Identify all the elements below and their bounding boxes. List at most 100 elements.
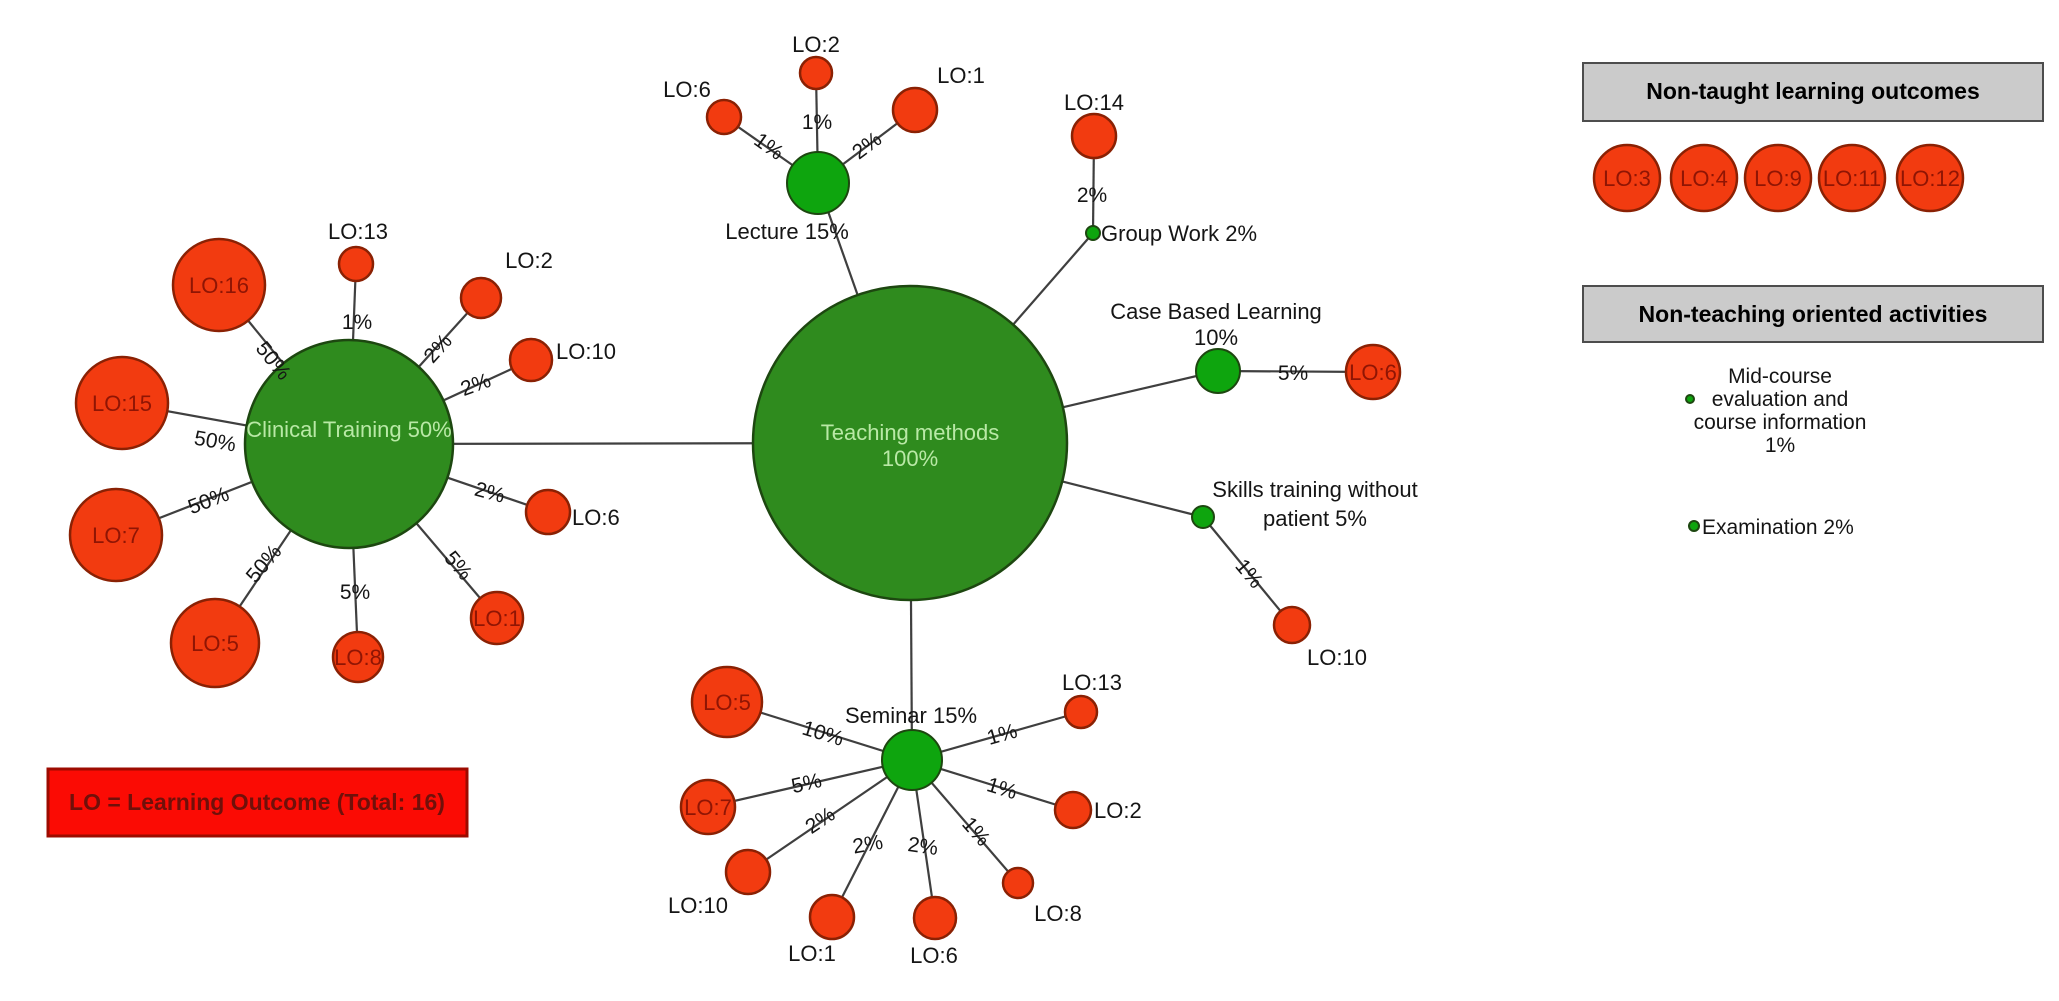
satellite-c1 [469,590,525,646]
node-seminar [881,729,943,791]
examination-label-line0: Examination 2% [1702,516,1854,539]
node-teaching [751,284,1069,602]
satellite-c10 [508,337,554,383]
non-teaching-header-box [1582,285,2044,343]
percent-g14: 2% [1077,184,1107,207]
non-taught-lo-label-3: LO:11 [1823,166,1881,191]
percent-l6: 1% [750,129,788,165]
label-cbl-line0: Case Based Learning [1110,299,1322,324]
label-c10: LO:10 [556,339,616,364]
label-lecture-line0: Lecture 15% [725,219,849,244]
satellite-g14 [1070,112,1118,160]
midcourse-label-line2: course information [1694,411,1867,434]
satellite-m7 [679,778,737,836]
satellite-m10 [724,848,772,896]
non-teaching-title: Non-teaching oriented activities [1639,301,1988,327]
examination-dot [1688,520,1700,532]
satellite-m2 [1053,790,1093,830]
label-l2: LO:2 [792,32,840,57]
non-taught-lo-circle-4 [1895,143,1965,213]
label-c13: LO:13 [328,219,388,244]
label-g14: LO:14 [1064,90,1124,115]
non-taught-title: Non-taught learning outcomes [1646,78,1980,104]
label-groupwork-line0: Group Work 2% [1101,221,1257,246]
percent-c6: 2% [472,478,507,508]
non-taught-lo-label-0: LO:3 [1603,166,1651,191]
label-c5: LO:5 [191,631,239,656]
percent-c2: 2% [419,330,456,368]
node-groupwork [1085,225,1101,241]
percent-m13: 1% [984,720,1020,750]
midcourse-label-line0: Mid-course [1728,365,1832,388]
satellite-c5 [169,597,261,689]
label-s10: LO:10 [1307,645,1367,670]
satellite-c15 [74,355,170,451]
label-skills-line1: patient 5% [1263,506,1367,531]
satellite-m5 [690,665,764,739]
percent-m2: 1% [984,773,1020,804]
satellite-c6 [524,488,572,536]
label-m5: LO:5 [703,690,751,715]
non-taught-lo-circle-1 [1669,143,1739,213]
label-c8: LO:8 [334,645,382,670]
satellite-m8 [1001,866,1035,900]
percent-c8: 5% [340,581,370,604]
edge-seminar-m10 [747,759,913,873]
legend-box [46,767,469,838]
label-teaching-line1: 100% [882,446,938,471]
non-taught-lo-circle-3 [1817,143,1887,213]
percent-m5: 10% [799,717,846,751]
satellite-m1 [808,893,856,941]
satellite-c2 [459,276,503,320]
percent-m7: 5% [789,769,824,798]
percent-c15: 50% [192,427,237,457]
label-clinical-line0: Clinical Training 50% [246,417,451,442]
percent-m1: 2% [851,831,885,859]
non-taught-lo-label-1: LO:4 [1680,166,1728,191]
label-teaching-line0: Teaching methods [821,420,1000,445]
legend-text: LO = Learning Outcome (Total: 16) [69,789,445,815]
satellite-b6 [1344,343,1402,401]
satellite-l1 [891,86,939,134]
label-m7: LO:7 [684,795,732,820]
label-m13: LO:13 [1062,670,1122,695]
percent-c10: 2% [458,369,494,401]
percent-c13: 1% [342,311,372,334]
satellite-c16 [171,237,267,333]
non-taught-lo-label-4: LO:12 [1900,166,1960,191]
satellite-l6 [705,98,743,136]
percent-l2: 1% [802,111,832,134]
label-m8: LO:8 [1034,901,1082,926]
edge-seminar-m7 [707,758,913,809]
label-skills-line0: Skills training without [1212,477,1417,502]
label-c7: LO:7 [92,523,140,548]
satellite-c13 [337,245,375,283]
midcourse-label-line1: evaluation and [1712,388,1849,411]
satellite-s10 [1272,605,1312,645]
non-taught-lo-circle-0 [1592,143,1662,213]
label-c2: LO:2 [505,248,553,273]
percent-c1: 5% [439,547,476,585]
satellite-m13 [1063,694,1099,730]
midcourse-dot [1685,394,1695,404]
satellite-c7 [68,487,164,583]
midcourse-label-line3: 1% [1765,434,1795,457]
node-cbl [1195,348,1241,394]
percent-c7: 50% [185,483,232,520]
percent-m10: 2% [801,803,839,839]
percent-b6: 5% [1278,362,1308,385]
label-c16: LO:16 [189,273,249,298]
satellite-l2 [798,55,834,91]
label-l1: LO:1 [937,63,985,88]
label-l6: LO:6 [663,77,711,102]
node-clinical [243,338,455,550]
label-c1: LO:1 [473,606,521,631]
label-cbl-line1: 10% [1194,325,1238,350]
non-taught-lo-label-2: LO:9 [1754,166,1802,191]
edge-skills-s10 [1202,516,1293,626]
non-taught-lo-circle-2 [1743,143,1813,213]
percent-m6: 2% [906,833,939,860]
satellite-c8 [331,630,385,684]
